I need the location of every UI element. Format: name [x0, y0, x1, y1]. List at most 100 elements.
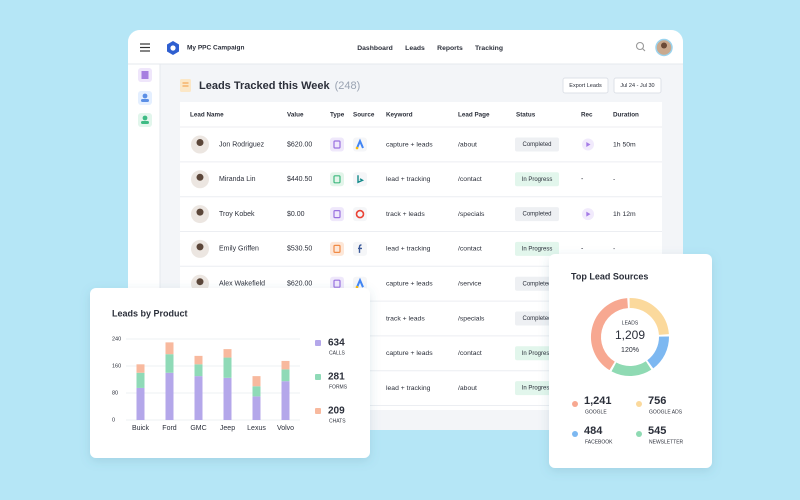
status-pill — [515, 137, 559, 152]
bar-segment — [194, 355, 203, 365]
bar-segment — [223, 377, 232, 420]
bar-segment — [281, 381, 290, 420]
lead-value: $0.00 — [287, 211, 305, 218]
legend-name: CHATS — [329, 418, 346, 424]
lead-name: Alex Wakefield — [219, 281, 265, 288]
keyword: lead + tracking — [386, 385, 431, 392]
y-tick-label: 80 — [112, 390, 118, 396]
bar-segment — [281, 369, 290, 382]
y-tick-label: 240 — [112, 336, 121, 342]
source-icon — [358, 244, 362, 253]
x-tick-label: Jeep — [220, 425, 235, 432]
search-icon[interactable] — [635, 41, 646, 52]
status: In Progress — [522, 351, 553, 357]
source-icon — [353, 207, 367, 222]
type-icon — [333, 279, 341, 288]
x-tick-label: Volvo — [277, 425, 294, 432]
type-icon — [330, 137, 344, 152]
icon — [142, 115, 148, 121]
status: Completed — [522, 212, 551, 218]
keyword: track + leads — [386, 211, 425, 218]
bar-segment — [252, 386, 261, 397]
date-label: Jul 24 - Jul 30 — [620, 83, 654, 89]
lead-value: $620.00 — [287, 281, 312, 288]
lead-name: Emily Griffen — [219, 246, 259, 253]
bar-segment — [223, 349, 232, 358]
legend-name: NEWSLETTER — [649, 439, 684, 445]
legend-name: FACEBOOK — [585, 439, 613, 445]
lead-page: /specials — [458, 315, 485, 322]
x-tick-label: GMC — [190, 425, 206, 432]
user-avatar — [661, 42, 667, 49]
status: Completed — [522, 142, 551, 148]
bar-segment — [165, 372, 174, 420]
top-lead-sources-card: Top Lead Sources LEADS 1,209 120% 1,241 GOOGL… — [549, 254, 712, 468]
lead-value: $530.50 — [287, 246, 312, 253]
lead-page: /about — [458, 141, 477, 148]
center-label: LEADS — [622, 320, 639, 326]
keyword: capture + leads — [386, 350, 433, 357]
app-name: My PPC Campaign — [187, 45, 244, 52]
column-header: Status — [516, 112, 536, 119]
lead-name: Jon Rodriguez — [219, 141, 265, 148]
legend-total: 634 — [328, 338, 345, 349]
x-tick-label: Buick — [132, 425, 150, 432]
keyword: lead + tracking — [386, 246, 431, 253]
bar-segment — [252, 376, 261, 387]
source-icon — [356, 277, 364, 288]
column-header: Type — [330, 112, 345, 119]
legend-total: 209 — [328, 406, 345, 417]
table-title: Leads Tracked this Week (248) — [199, 80, 360, 92]
column-header: Rec — [581, 112, 593, 119]
menu-icon[interactable] — [140, 43, 150, 52]
avatar — [196, 208, 204, 216]
type-icon — [333, 244, 341, 253]
lead-value: $620.00 — [287, 141, 312, 148]
bar-segment — [223, 357, 232, 378]
rec: - — [581, 246, 584, 253]
icon — [142, 93, 148, 99]
legend-value: 756 — [648, 395, 666, 407]
date-button[interactable] — [613, 77, 662, 94]
nav-item[interactable]: Tracking — [475, 45, 503, 52]
status-pill — [515, 172, 559, 187]
duration: - — [613, 246, 615, 253]
keyword: capture + leads — [386, 141, 433, 148]
legend-value: 545 — [648, 425, 666, 437]
bar-segment — [165, 354, 174, 373]
column-header: Lead Page — [458, 112, 490, 119]
rec: - — [581, 176, 584, 183]
column-header: Duration — [613, 112, 639, 119]
icon — [141, 121, 149, 124]
lead-value: $440.50 — [287, 176, 312, 183]
legend-swatch — [636, 431, 642, 437]
play-button — [586, 142, 591, 147]
keyword: lead + tracking — [386, 176, 431, 183]
source-icon — [355, 209, 365, 219]
play-button — [586, 211, 591, 217]
duration: - — [613, 176, 615, 183]
nav-item[interactable]: Dashboard — [357, 45, 393, 52]
status: Completed — [522, 281, 551, 287]
chart-title: Top Lead Sources — [571, 271, 648, 281]
status-pill — [515, 207, 559, 222]
source-icon — [356, 138, 364, 149]
keyword: track + leads — [386, 315, 425, 322]
donut-segment — [611, 361, 652, 376]
nav-item[interactable]: Leads — [405, 45, 425, 52]
chart-title: Leads by Product — [112, 308, 188, 318]
type-icon — [330, 207, 344, 222]
bar-segment — [252, 396, 261, 420]
avatar — [196, 278, 204, 286]
bar-segment — [194, 376, 203, 420]
icon — [141, 71, 149, 79]
type-icon — [333, 140, 341, 149]
source-icon — [355, 146, 359, 150]
legend-swatch — [315, 374, 321, 380]
nav: Dashboard Leads Reports Tracking — [357, 45, 503, 52]
donut-segment — [591, 298, 629, 371]
nav-item[interactable]: Reports — [437, 45, 463, 52]
export-label: Export Leads — [569, 83, 602, 89]
export-button[interactable] — [562, 77, 609, 94]
legend-total: 281 — [328, 372, 345, 383]
